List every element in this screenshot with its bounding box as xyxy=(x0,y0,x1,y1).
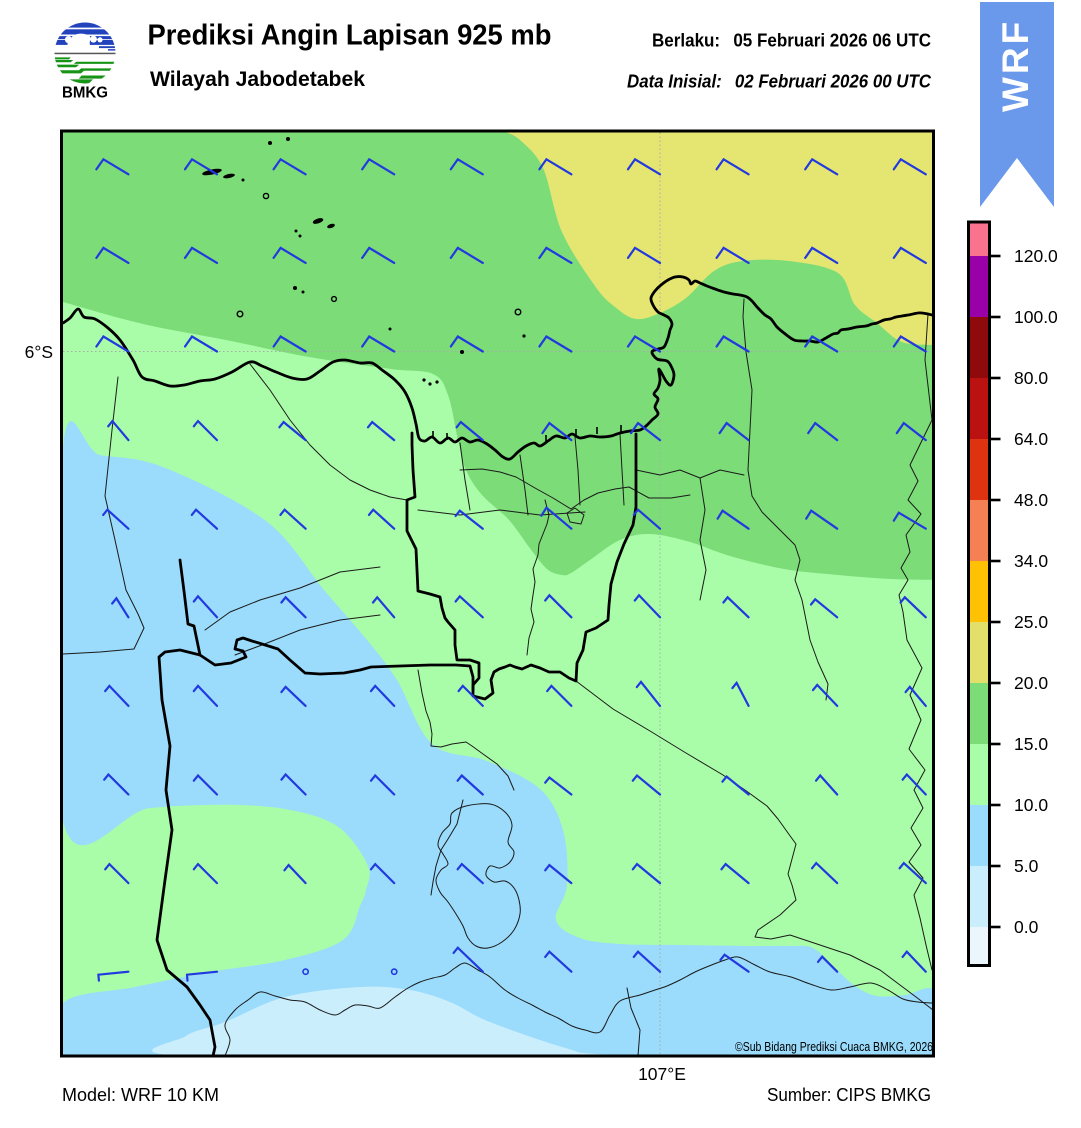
svg-text:Wilayah Jabodetabek: Wilayah Jabodetabek xyxy=(150,67,365,91)
svg-text:Prediksi Angin Lapisan 925 mb: Prediksi Angin Lapisan 925 mb xyxy=(148,20,552,52)
svg-text:80.0: 80.0 xyxy=(1014,368,1048,388)
svg-text:WRF: WRF xyxy=(995,19,1036,112)
svg-text:6°S: 6°S xyxy=(25,342,53,362)
svg-text:25.0: 25.0 xyxy=(1014,612,1048,632)
svg-text:34.0: 34.0 xyxy=(1014,551,1048,571)
svg-text:5.0: 5.0 xyxy=(1014,856,1039,876)
svg-text:120.0: 120.0 xyxy=(1014,246,1058,266)
svg-text:100.0: 100.0 xyxy=(1014,307,1058,327)
svg-text:Sumber: CIPS BMKG: Sumber: CIPS BMKG xyxy=(767,1085,931,1105)
svg-text:107°E: 107°E xyxy=(638,1064,686,1084)
svg-text:Berlaku: 05 Februari 2026 06: Berlaku: 05 Februari 2026 06 UTC xyxy=(652,31,931,51)
svg-text:BMKG: BMKG xyxy=(62,85,108,102)
svg-text:20.0: 20.0 xyxy=(1014,673,1048,693)
svg-text:Model: WRF 10 KM: Model: WRF 10 KM xyxy=(62,1085,219,1105)
svg-text:15.0: 15.0 xyxy=(1014,734,1048,754)
svg-text:Data Inisial: 02 Februari 202: Data Inisial: 02 Februari 2026 00 UTC xyxy=(627,72,932,92)
svg-text:10.0: 10.0 xyxy=(1014,795,1048,815)
svg-text:48.0: 48.0 xyxy=(1014,490,1048,510)
svg-text:64.0: 64.0 xyxy=(1014,429,1048,449)
svg-text:0.0: 0.0 xyxy=(1014,917,1039,937)
svg-text:©Sub Bidang Prediksi Cuaca BMK: ©Sub Bidang Prediksi Cuaca BMKG, 2026 xyxy=(735,1039,933,1054)
